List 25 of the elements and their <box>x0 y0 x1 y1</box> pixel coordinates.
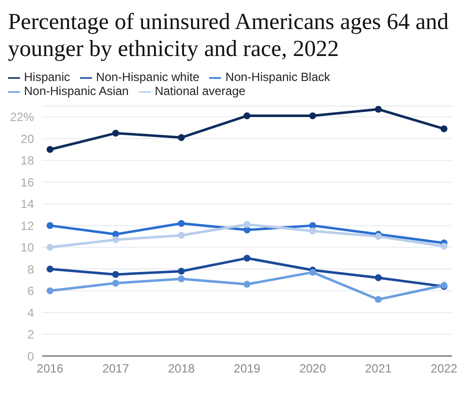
y-tick-label: 6 <box>27 284 34 298</box>
y-tick-label: 10 <box>20 240 34 255</box>
y-tick-label: 0 <box>27 349 34 364</box>
x-tick-label: 2017 <box>102 362 130 376</box>
y-tick-label: 22% <box>10 110 34 124</box>
y-tick-label: 14 <box>20 197 34 212</box>
y-tick-label: 20 <box>20 132 34 146</box>
y-tick-label: 2 <box>27 328 34 342</box>
chart-title: Percentage of uninsured Americans ages 64 and younger by ethnicity and race, 2022 <box>8 8 450 62</box>
x-tick-label: 2022 <box>430 362 458 376</box>
x-tick-label: 2020 <box>299 362 326 376</box>
legend-label: National average <box>154 84 246 98</box>
x-tick-label: 2018 <box>168 362 196 376</box>
x-tick-label: 2021 <box>364 362 392 376</box>
x-tick-label: 2019 <box>234 362 261 376</box>
y-tick-label: 4 <box>27 306 34 320</box>
legend-label: Non-Hispanic white <box>96 70 200 84</box>
y-tick-label: 16 <box>20 175 34 190</box>
legend-label: Hispanic <box>24 70 70 84</box>
legend-label: Non-Hispanic Black <box>225 70 330 84</box>
y-tick-label: 12 <box>20 218 34 233</box>
x-tick-label: 2016 <box>36 362 64 376</box>
y-tick-label: 8 <box>27 262 34 276</box>
y-tick-label: 18 <box>20 154 34 168</box>
legend-label: Non-Hispanic Asian <box>24 84 129 98</box>
